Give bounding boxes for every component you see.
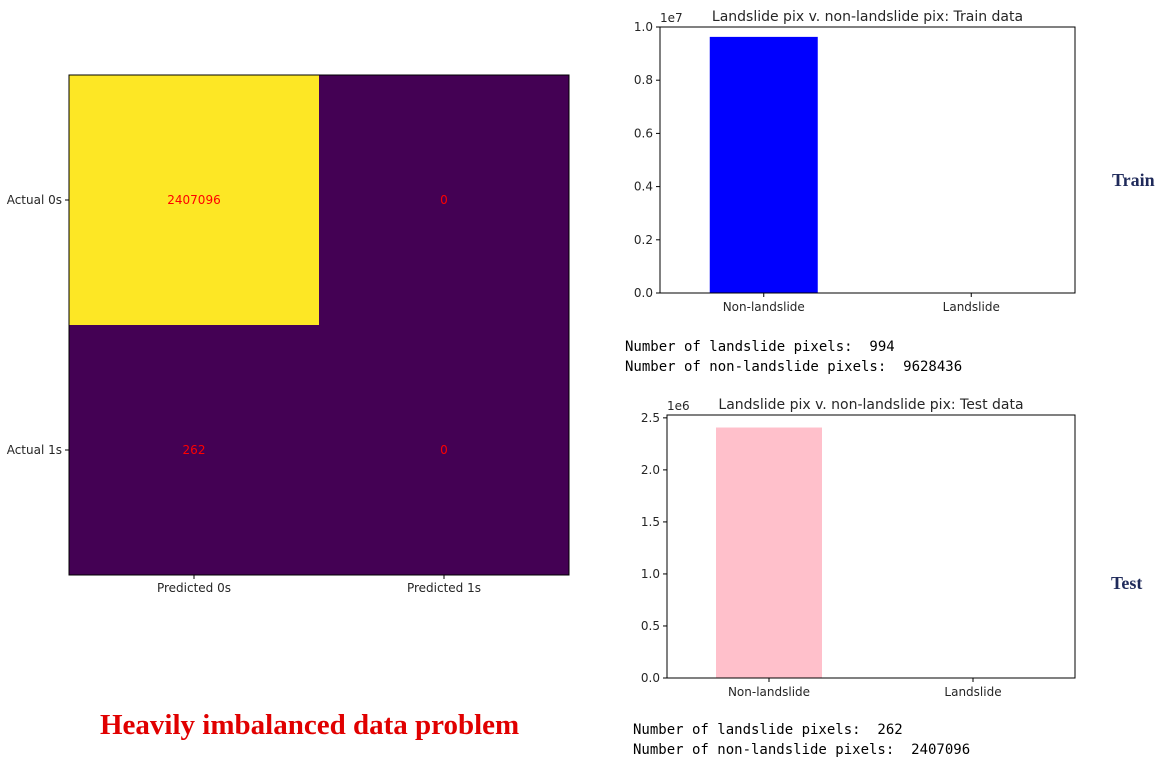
y-tick-label: 2.0: [641, 463, 660, 477]
heatmap-cell-value: 0: [440, 193, 448, 207]
train-nonlandslide-count: Number of non-landslide pixels: 9628436: [625, 359, 963, 375]
y-tick-label: 0.5: [641, 619, 660, 633]
y-tick-label: 1.0: [634, 20, 653, 34]
heatmap-cell-value: 262: [183, 443, 206, 457]
plot-frame: [659, 26, 1076, 294]
heatmap-cell-value: 2407096: [167, 193, 220, 207]
y-tick-label: 0.2: [634, 233, 653, 247]
chart-title: Landslide pix v. non-landslide pix: Test…: [718, 397, 1023, 413]
heatmap-col-label: Predicted 0s: [157, 581, 231, 595]
test-nonlandslide-count: Number of non-landslide pixels: 2407096: [633, 742, 971, 758]
heatmap-row-label: Actual 1s: [7, 443, 62, 457]
y-tick-label: 0.6: [634, 126, 653, 140]
y-tick-label: 1.5: [641, 515, 660, 529]
test-label: Test: [1111, 573, 1143, 593]
bar: [709, 36, 818, 293]
x-tick-label: Non-landslide: [728, 685, 810, 699]
chart-title: Landslide pix v. non-landslide pix: Trai…: [712, 9, 1023, 25]
y-tick-label: 0.0: [634, 286, 653, 300]
y-offset-label: 1e7: [660, 11, 683, 25]
bar: [716, 427, 822, 678]
y-offset-label: 1e6: [667, 399, 690, 413]
train-landslide-count: Number of landslide pixels: 994: [625, 339, 895, 355]
heatmap-frame: [68, 74, 570, 576]
y-tick-label: 0.8: [634, 73, 653, 87]
heatmap-cell: [319, 75, 569, 325]
y-tick-label: 1.0: [641, 567, 660, 581]
train-label: Train: [1112, 170, 1155, 190]
y-tick-label: 2.5: [641, 411, 660, 425]
heatmap-cell-value: 0: [440, 443, 448, 457]
heatmap-cell: [319, 325, 569, 575]
test-landslide-count: Number of landslide pixels: 262: [633, 722, 903, 738]
imbalance-headline: Heavily imbalanced data problem: [100, 709, 520, 741]
plot-frame: [666, 414, 1076, 679]
heatmap-row-label: Actual 0s: [7, 193, 62, 207]
x-tick-label: Landslide: [944, 685, 1001, 699]
y-tick-label: 0.4: [634, 180, 653, 194]
x-tick-label: Non-landslide: [723, 300, 805, 314]
heatmap-col-label: Predicted 1s: [407, 581, 481, 595]
y-tick-label: 0.0: [641, 671, 660, 685]
heatmap-cell: [69, 75, 319, 325]
x-tick-label: Landslide: [943, 300, 1000, 314]
heatmap-cell: [69, 325, 319, 575]
